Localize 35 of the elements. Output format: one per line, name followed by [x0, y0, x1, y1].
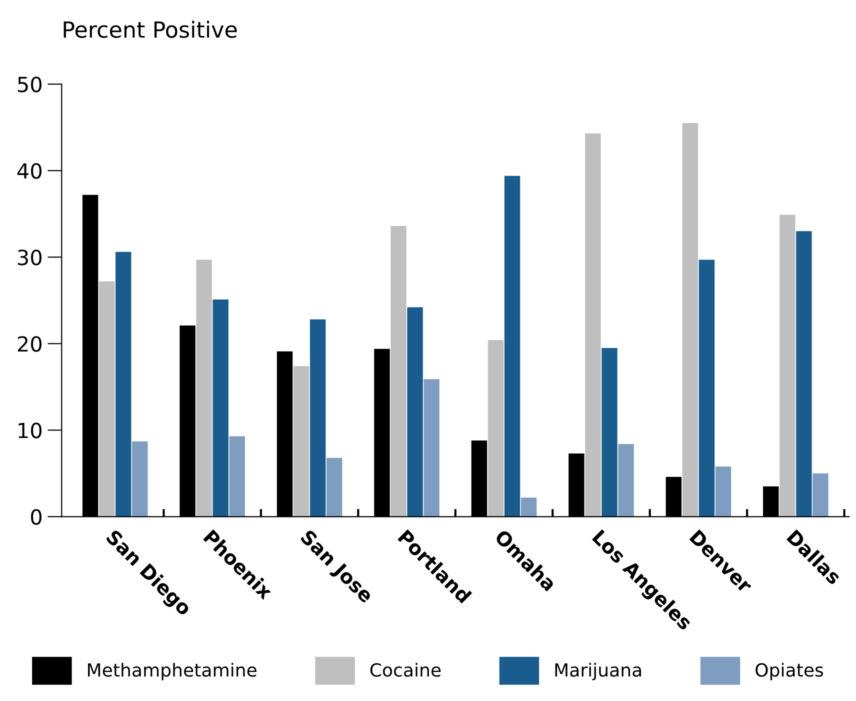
- bar: [618, 444, 634, 517]
- bar: [698, 260, 715, 517]
- bar: [504, 176, 520, 517]
- bar: [780, 214, 796, 517]
- legend-label: Cocaine: [370, 662, 441, 677]
- bar: [812, 473, 828, 517]
- bar: [98, 281, 115, 517]
- bar: [602, 348, 618, 517]
- legend-label: Methamphetamine: [88, 662, 256, 680]
- chart-title: Percent Positive: [64, 20, 237, 38]
- y-tick-label: 40: [17, 163, 42, 179]
- bar: [682, 123, 698, 517]
- bar: [293, 366, 310, 517]
- y-tick-label: 50: [18, 76, 42, 92]
- bar: [407, 307, 423, 517]
- bar: [326, 458, 342, 517]
- bar: [424, 379, 440, 517]
- bar: [310, 319, 326, 517]
- y-tick-label: 0: [31, 509, 42, 525]
- bar: [796, 231, 812, 517]
- bar: [196, 260, 212, 517]
- bar: [390, 226, 406, 517]
- bar: [520, 498, 537, 517]
- bar: [715, 466, 732, 517]
- bar: [132, 441, 148, 517]
- y-tick-label: 20: [18, 336, 42, 352]
- bar: [116, 252, 132, 517]
- bar: [585, 133, 601, 517]
- legend-label: Marijuana: [555, 662, 641, 680]
- bar: [212, 300, 228, 517]
- y-tick-label: 30: [18, 250, 42, 266]
- legend-label: Opiates: [756, 662, 824, 680]
- bar: [488, 340, 504, 517]
- y-tick-label: 10: [18, 422, 42, 438]
- bar: [229, 436, 245, 517]
